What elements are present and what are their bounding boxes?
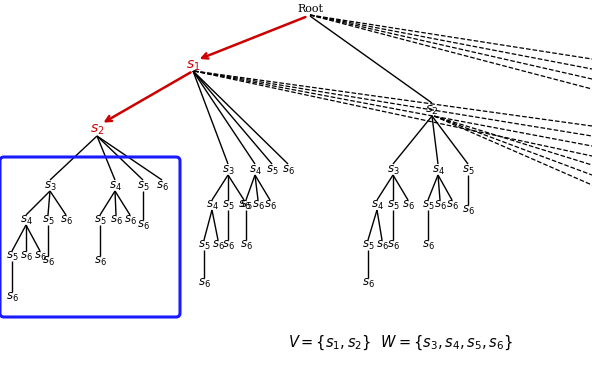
Text: Root: Root bbox=[297, 4, 323, 14]
Text: $s_5$: $s_5$ bbox=[41, 213, 54, 227]
Text: $s_5$: $s_5$ bbox=[266, 163, 278, 177]
Text: $s_5$: $s_5$ bbox=[362, 238, 374, 252]
Text: $s_3$: $s_3$ bbox=[387, 163, 400, 177]
Text: $s_5$: $s_5$ bbox=[94, 213, 107, 227]
Text: $s_3$: $s_3$ bbox=[221, 163, 234, 177]
Text: $s_6$: $s_6$ bbox=[237, 198, 250, 212]
Text: $s_2$: $s_2$ bbox=[90, 123, 104, 137]
Text: $s_6$: $s_6$ bbox=[156, 180, 169, 192]
Text: $s_6$: $s_6$ bbox=[124, 213, 136, 227]
Text: $V = \{s_1, s_2\}\ \ W = \{s_3, s_4, s_5, s_6\}$: $V = \{s_1, s_2\}\ \ W = \{s_3, s_4, s_5… bbox=[288, 334, 513, 352]
Text: $s_6$: $s_6$ bbox=[387, 238, 400, 252]
Text: $s_6$: $s_6$ bbox=[263, 198, 276, 212]
Text: $s_2$: $s_2$ bbox=[425, 103, 439, 117]
Text: $s_6$: $s_6$ bbox=[462, 204, 474, 216]
Text: $s_6$: $s_6$ bbox=[282, 163, 294, 177]
Text: $s_6$: $s_6$ bbox=[446, 198, 458, 212]
Text: $s_6$: $s_6$ bbox=[137, 219, 149, 231]
Text: $s_4$: $s_4$ bbox=[108, 180, 121, 192]
Text: $s_5$: $s_5$ bbox=[422, 198, 435, 212]
Text: $s_5$: $s_5$ bbox=[462, 163, 474, 177]
Text: $s_5$: $s_5$ bbox=[387, 198, 400, 212]
Text: $s_6$: $s_6$ bbox=[252, 198, 265, 212]
Text: $s_4$: $s_4$ bbox=[249, 163, 262, 177]
Text: $s_6$: $s_6$ bbox=[422, 238, 435, 252]
Text: $s_6$: $s_6$ bbox=[60, 213, 72, 227]
Text: $s_6$: $s_6$ bbox=[94, 254, 107, 268]
Text: $s_4$: $s_4$ bbox=[205, 198, 218, 212]
Text: $s_5$: $s_5$ bbox=[240, 198, 252, 212]
Text: $s_6$: $s_6$ bbox=[41, 254, 54, 268]
Text: $s_6$: $s_6$ bbox=[240, 238, 252, 252]
Text: $s_6$: $s_6$ bbox=[34, 250, 46, 262]
Text: $s_6$: $s_6$ bbox=[401, 198, 414, 212]
Text: $s_5$: $s_5$ bbox=[137, 180, 149, 192]
Text: $s_3$: $s_3$ bbox=[44, 180, 56, 192]
Text: $s_4$: $s_4$ bbox=[432, 163, 445, 177]
Text: $s_5$: $s_5$ bbox=[198, 238, 210, 252]
Text: $s_6$: $s_6$ bbox=[362, 276, 374, 290]
Text: $s_6$: $s_6$ bbox=[5, 290, 18, 304]
Text: $s_6$: $s_6$ bbox=[211, 238, 224, 252]
Text: $s_5$: $s_5$ bbox=[6, 250, 18, 262]
Text: $s_5$: $s_5$ bbox=[221, 198, 234, 212]
Text: $s_4$: $s_4$ bbox=[371, 198, 384, 212]
Text: $s_6$: $s_6$ bbox=[198, 276, 210, 290]
Text: $s_1$: $s_1$ bbox=[186, 59, 200, 73]
Text: $s_6$: $s_6$ bbox=[375, 238, 388, 252]
Text: $s_6$: $s_6$ bbox=[20, 250, 33, 262]
Text: $s_6$: $s_6$ bbox=[221, 238, 234, 252]
Text: $s_6$: $s_6$ bbox=[433, 198, 446, 212]
Text: $s_4$: $s_4$ bbox=[20, 213, 33, 227]
Text: $s_6$: $s_6$ bbox=[110, 213, 123, 227]
